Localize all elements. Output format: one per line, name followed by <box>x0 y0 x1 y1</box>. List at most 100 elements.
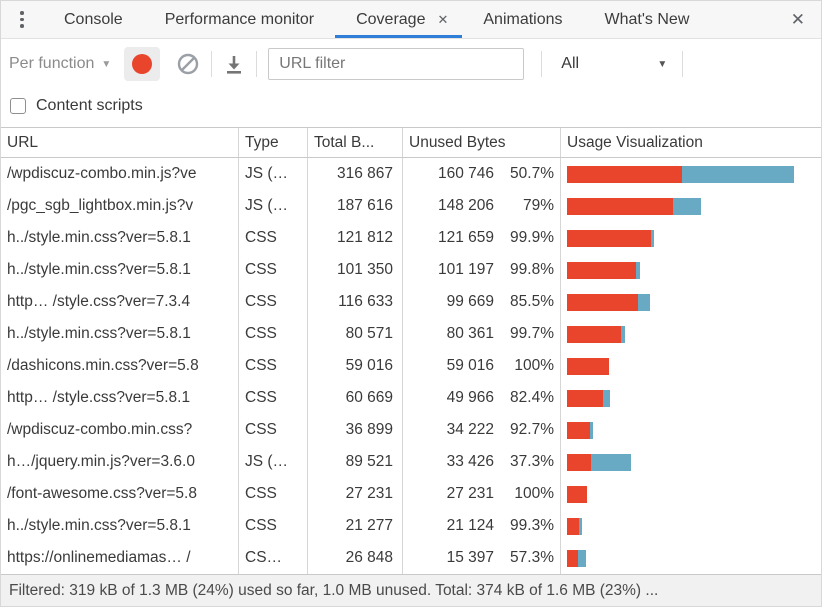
unused-bytes-value: 59 016 <box>446 357 494 374</box>
table-row[interactable]: /wpdiscuz-combo.min.css? CSS 36 899 34 2… <box>1 414 821 446</box>
unused-bytes-cell: 27 231 100% <box>403 478 561 510</box>
table-row[interactable]: h…/jquery.min.js?ver=3.6.0 JS (… 89 521 … <box>1 446 821 478</box>
usage-bar <box>567 549 587 567</box>
record-coverage-button[interactable] <box>124 47 161 81</box>
column-header-usage-visualization[interactable]: Usage Visualization <box>567 133 703 151</box>
toolbar-divider <box>682 51 684 77</box>
usage-visualization-cell <box>561 222 821 254</box>
url-cell: /wpdiscuz-combo.min.js?ve <box>1 158 239 190</box>
usage-visualization-cell <box>561 414 821 446</box>
table-row[interactable]: /pgc_sgb_lightbox.min.js?v JS (… 187 616… <box>1 190 821 222</box>
column-header-total-bytes[interactable]: Total B... <box>308 128 403 157</box>
tab-label: Performance monitor <box>164 10 315 28</box>
usage-bar <box>567 357 610 375</box>
url-filter-input[interactable] <box>268 48 525 80</box>
tab-label: What's New <box>604 10 690 28</box>
tab-label: Coverage <box>356 10 426 28</box>
tab-close-icon[interactable]: ✕ <box>437 11 449 27</box>
usage-visualization-cell <box>561 286 821 318</box>
type-cell: CSS <box>239 350 308 382</box>
content-scripts-checkbox[interactable] <box>10 98 26 114</box>
total-bytes-cell: 80 571 <box>308 318 403 350</box>
url-cell: h../style.min.css?ver=5.8.1 <box>1 254 239 286</box>
tab-console[interactable]: Console <box>43 1 144 38</box>
column-header-url[interactable]: URL <box>1 128 239 157</box>
type-filter-value: All <box>561 55 580 72</box>
unused-percent-value: 99.3% <box>510 517 554 534</box>
bar-used-segment <box>621 325 625 343</box>
bar-used-segment <box>636 261 640 279</box>
type-cell: JS (… <box>239 446 308 478</box>
table-row[interactable]: https://onlinemediamas… / CS… 26 848 15 … <box>1 542 821 574</box>
content-scripts-row: Content scripts <box>1 89 821 123</box>
usage-bar <box>567 229 655 247</box>
table-row[interactable]: http… /style.css?ver=7.3.4 CSS 116 633 9… <box>1 286 821 318</box>
download-icon <box>223 53 245 75</box>
usage-bar <box>567 197 702 215</box>
tab-performance-monitor[interactable]: Performance monitor <box>144 1 335 38</box>
unused-bytes-cell: 148 206 79% <box>403 190 561 222</box>
table-row[interactable]: h../style.min.css?ver=5.8.1 CSS 121 812 … <box>1 222 821 254</box>
unused-percent-value: 100% <box>514 485 554 502</box>
url-cell: /dashicons.min.css?ver=5.8 <box>1 350 239 382</box>
unused-bytes-cell: 99 669 85.5% <box>403 286 561 318</box>
type-filter-dropdown[interactable]: All ▼ <box>553 55 671 73</box>
tab-animations[interactable]: Animations <box>462 1 583 38</box>
type-cell: JS (… <box>239 190 308 222</box>
tab-what-s-new[interactable]: What's New <box>584 1 711 38</box>
type-cell: CSS <box>239 222 308 254</box>
unused-bytes-value: 160 746 <box>437 165 494 182</box>
unused-bytes-value: 99 669 <box>446 293 494 310</box>
total-bytes-cell: 36 899 <box>308 414 403 446</box>
usage-bar <box>567 389 611 407</box>
table-body: /wpdiscuz-combo.min.js?ve JS (… 316 867 … <box>1 158 821 574</box>
type-cell: CSS <box>239 254 308 286</box>
table-row[interactable]: /wpdiscuz-combo.min.js?ve JS (… 316 867 … <box>1 158 821 190</box>
unused-percent-value: 99.7% <box>510 325 554 342</box>
url-cell: h../style.min.css?ver=5.8.1 <box>1 510 239 542</box>
usage-bar <box>567 165 794 183</box>
devtools-drawer-tabbar: Console Performance monitor Coverage ✕ A… <box>1 1 821 39</box>
table-row[interactable]: http… /style.css?ver=5.8.1 CSS 60 669 49… <box>1 382 821 414</box>
table-row[interactable]: /font-awesome.css?ver=5.8 CSS 27 231 27 … <box>1 478 821 510</box>
table-row[interactable]: h../style.min.css?ver=5.8.1 CSS 101 350 … <box>1 254 821 286</box>
unused-percent-value: 79% <box>522 197 554 214</box>
bar-unused-segment <box>567 485 587 503</box>
table-header-row: URL Type Total B... Unused Bytes Usage V… <box>1 127 821 158</box>
unused-bytes-cell: 15 397 57.3% <box>403 542 561 574</box>
drawer-close-icon[interactable]: ✕ <box>790 9 805 29</box>
bar-unused-segment <box>567 389 603 407</box>
unused-percent-value: 82.4% <box>510 389 554 406</box>
unused-bytes-value: 33 426 <box>446 453 494 470</box>
type-cell: CSS <box>239 382 308 414</box>
unused-bytes-cell: 59 016 100% <box>403 350 561 382</box>
usage-visualization-cell <box>561 318 821 350</box>
usage-bar <box>567 325 625 343</box>
usage-visualization-cell <box>561 158 821 190</box>
unused-bytes-cell: 34 222 92.7% <box>403 414 561 446</box>
table-row[interactable]: /dashicons.min.css?ver=5.8 CSS 59 016 59… <box>1 350 821 382</box>
column-header-unused-bytes[interactable]: Unused Bytes <box>403 128 561 157</box>
toolbar-divider <box>541 51 543 77</box>
more-tools-kebab-icon[interactable] <box>1 1 43 38</box>
unused-bytes-value: 80 361 <box>446 325 494 342</box>
clear-block-icon <box>176 52 200 76</box>
usage-visualization-cell <box>561 542 821 574</box>
table-row[interactable]: h../style.min.css?ver=5.8.1 CSS 80 571 8… <box>1 318 821 350</box>
bar-used-segment <box>590 453 632 471</box>
url-cell: h../style.min.css?ver=5.8.1 <box>1 222 239 254</box>
total-bytes-cell: 116 633 <box>308 286 403 318</box>
column-header-type[interactable]: Type <box>239 128 308 157</box>
usage-bar <box>567 517 583 535</box>
coverage-mode-dropdown[interactable]: Per function ▼ <box>9 55 111 73</box>
coverage-table: URL Type Total B... Unused Bytes Usage V… <box>1 127 821 574</box>
clear-coverage-button[interactable] <box>176 52 200 76</box>
toolbar-divider <box>256 51 258 77</box>
export-coverage-button[interactable] <box>223 53 245 75</box>
coverage-mode-value: Per function <box>9 55 95 72</box>
tab-label: Animations <box>483 10 563 28</box>
table-row[interactable]: h../style.min.css?ver=5.8.1 CSS 21 277 2… <box>1 510 821 542</box>
tab-coverage[interactable]: Coverage ✕ <box>335 1 463 38</box>
unused-bytes-cell: 21 124 99.3% <box>403 510 561 542</box>
unused-percent-value: 100% <box>514 357 554 374</box>
